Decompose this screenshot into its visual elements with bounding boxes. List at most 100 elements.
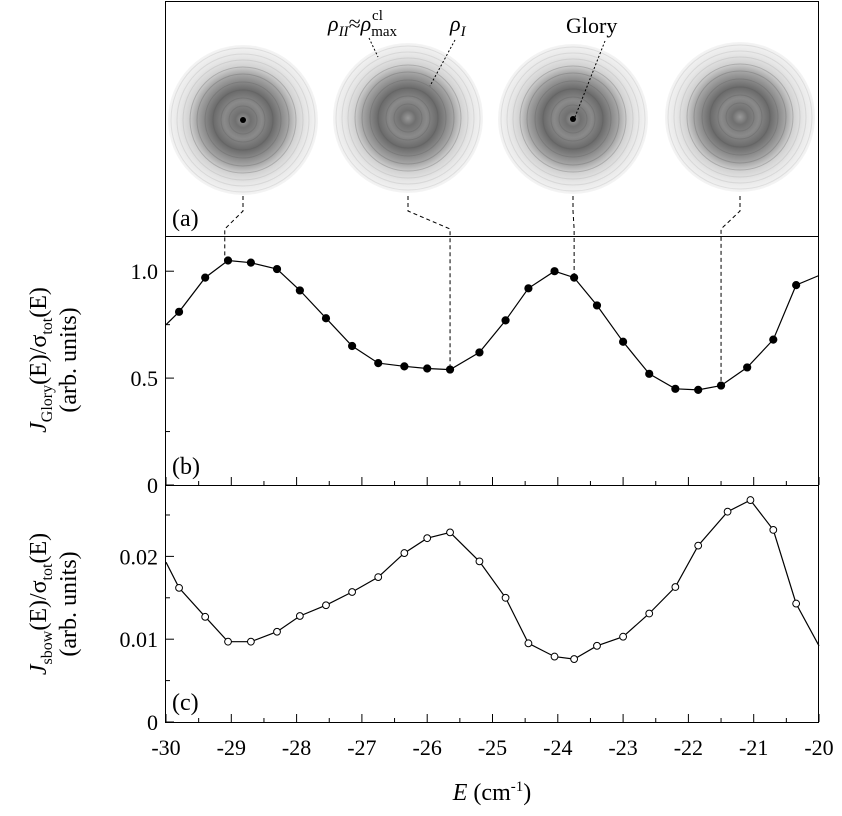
data-point — [321, 314, 331, 323]
x-tick-label: -26 — [413, 735, 442, 760]
x-tick-label: -21 — [739, 735, 768, 760]
panel-c-y-axis-units: (arb. units) — [56, 551, 82, 656]
data-point — [743, 363, 752, 372]
image-to-curve-connectors — [224, 196, 741, 386]
data-point — [246, 258, 255, 267]
data-point — [723, 507, 732, 516]
data-point — [224, 637, 232, 646]
data-point — [223, 256, 233, 265]
image-annotations: ρII≈ρmaxcl ρI Glory — [327, 8, 617, 118]
y-tick-label: 1.0 — [131, 259, 159, 284]
data-point — [746, 496, 755, 504]
panel-label-b: (b) — [172, 454, 200, 480]
detector-image — [333, 43, 483, 193]
glory-intensity-series — [165, 256, 820, 394]
data-point — [570, 655, 579, 663]
x-tick-label: -20 — [804, 735, 833, 760]
data-point — [201, 612, 210, 621]
data-point — [348, 341, 357, 351]
data-point — [671, 384, 680, 393]
x-tick-label: -27 — [347, 735, 376, 760]
glory-annotation: Glory — [566, 13, 617, 38]
rho-ii-annotation: ρII≈ρmaxcl — [327, 8, 398, 40]
panel-c-frame — [165, 485, 819, 723]
data-point — [524, 284, 533, 293]
panel-b-y-ticks: 0 0.5 1.0 — [131, 259, 174, 498]
panel-b-y-axis-units: (arb. units) — [56, 307, 82, 412]
data-point — [524, 639, 533, 648]
detector-image — [665, 42, 815, 192]
detector-images — [168, 42, 815, 195]
glory-pointer — [574, 40, 606, 118]
panel-b-y-axis-title: JGlory(E)/σtot(E) — [26, 287, 56, 433]
x-tick-label: -29 — [217, 735, 246, 760]
series-line — [165, 499, 820, 660]
x-tick-label: -24 — [543, 735, 572, 760]
detector-image — [498, 44, 648, 194]
sbow-intensity-series — [165, 496, 820, 663]
x-axis-ticks: -30 -29 -28 -27 -26 -25 -24 -23 -22 -21 -20 — [151, 477, 834, 760]
data-point — [501, 316, 510, 325]
series-line — [165, 259, 820, 391]
data-point — [593, 641, 601, 650]
y-tick-label: 0 — [147, 473, 158, 498]
x-tick-label: -23 — [608, 735, 637, 760]
data-point — [201, 273, 210, 282]
data-point — [694, 385, 703, 394]
data-point — [272, 264, 282, 274]
x-tick-label: -30 — [151, 735, 180, 760]
data-point — [423, 364, 432, 373]
data-point — [792, 281, 801, 290]
rho-i-annotation: ρI — [449, 11, 467, 40]
y-tick-label: 0.02 — [120, 544, 159, 569]
data-point — [175, 583, 183, 592]
data-point — [769, 525, 778, 534]
x-tick-label: -25 — [478, 735, 507, 760]
data-point — [645, 609, 654, 618]
data-point — [645, 369, 654, 378]
data-point — [400, 549, 409, 557]
glory-spot — [240, 117, 246, 123]
data-point — [174, 307, 184, 316]
data-point — [348, 588, 357, 596]
connector-line — [407, 196, 451, 370]
data-point — [322, 601, 330, 610]
y-tick-label: 0 — [147, 710, 158, 735]
data-point — [295, 286, 304, 295]
data-point — [619, 632, 627, 641]
x-axis-title: E (cm-1) — [452, 779, 531, 806]
panel-c-y-axis-title: Jsbow(E)/σtot(E) — [26, 533, 56, 675]
data-point — [550, 267, 559, 276]
y-tick-label: 0.01 — [120, 627, 159, 652]
data-point — [475, 557, 484, 566]
data-point — [592, 301, 602, 310]
detector-image — [168, 45, 318, 195]
rho-ii-pointer — [368, 37, 379, 58]
data-point — [694, 541, 703, 550]
panel-label-a: (a) — [172, 206, 199, 232]
data-point — [475, 348, 484, 357]
data-point — [273, 627, 281, 636]
x-tick-label: -22 — [674, 735, 703, 760]
connector-line — [224, 196, 244, 261]
data-point — [671, 583, 680, 591]
data-point — [792, 599, 801, 608]
data-point — [446, 528, 454, 537]
data-point — [423, 534, 432, 543]
connector-line — [572, 196, 575, 278]
data-point — [374, 359, 383, 368]
glory-spot — [570, 116, 576, 122]
data-point — [374, 573, 383, 581]
rho-i-pointer — [429, 39, 456, 87]
data-point — [295, 612, 304, 620]
data-point — [400, 362, 409, 371]
data-point — [501, 593, 510, 602]
panel-label-c: (c) — [172, 690, 199, 716]
data-point — [246, 637, 255, 646]
data-point — [550, 652, 559, 661]
data-point — [769, 335, 778, 344]
data-point — [619, 337, 628, 346]
panel-c-y-ticks: 0 0.01 0.02 — [120, 514, 174, 735]
y-tick-label: 0.5 — [131, 366, 159, 391]
